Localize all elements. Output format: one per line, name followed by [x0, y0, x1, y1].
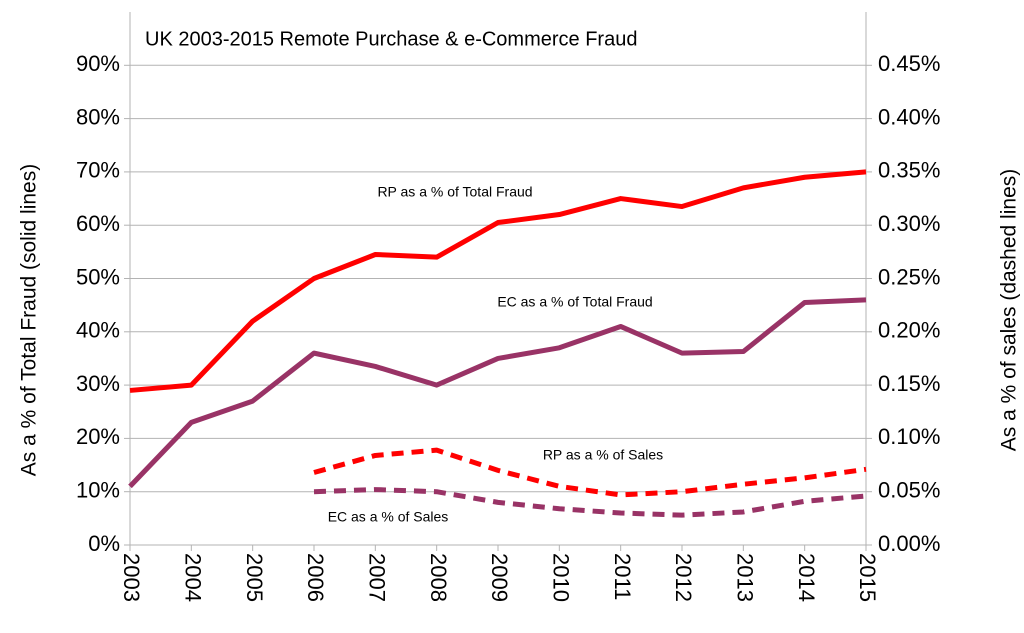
y2-tick-label: 0.30% — [878, 211, 940, 236]
y2-tick-label: 0.15% — [878, 371, 940, 396]
x-tick-label: 2012 — [671, 553, 696, 602]
chart-title: UK 2003-2015 Remote Purchase & e-Commerc… — [145, 28, 637, 50]
x-tick-label: 2007 — [365, 553, 390, 602]
y2-axis-label: As a % of sales (dashed lines) — [998, 169, 1021, 451]
y2-tick-label: 0.45% — [878, 51, 940, 76]
x-tick-label: 2008 — [426, 553, 451, 602]
y2-tick-label: 0.40% — [878, 104, 940, 129]
y-tick-label: 20% — [76, 424, 120, 449]
series-line — [313, 487, 867, 518]
x-tick-label: 2010 — [549, 553, 574, 602]
y-tick-label: 30% — [76, 371, 120, 396]
series-label: RP as a % of Sales — [543, 447, 663, 463]
y-tick-label: 60% — [76, 211, 120, 236]
y-tick-label: 70% — [76, 158, 120, 183]
y2-tick-label: 0.05% — [878, 478, 940, 503]
series-label: EC as a % of Sales — [328, 509, 449, 525]
y-tick-label: 0% — [88, 531, 120, 556]
series-line — [129, 169, 867, 393]
y-axis-label: As a % of Total Fraud (solid lines) — [18, 164, 41, 476]
series-line — [313, 447, 867, 498]
x-tick-label: 2004 — [181, 553, 206, 602]
x-tick-label: 2003 — [119, 553, 144, 602]
x-tick-label: 2015 — [855, 553, 880, 602]
series-label: EC as a % of Total Fraud — [497, 294, 652, 310]
y2-tick-label: 0.20% — [878, 318, 940, 343]
y-tick-label: 50% — [76, 264, 120, 289]
x-tick-label: 2006 — [303, 553, 328, 602]
y-tick-label: 80% — [76, 104, 120, 129]
y-tick-label: 10% — [76, 478, 120, 503]
series-line — [128, 297, 867, 489]
y-tick-label: 40% — [76, 318, 120, 343]
y-tick-label: 90% — [76, 51, 120, 76]
y2-tick-label: 0.35% — [878, 158, 940, 183]
x-tick-label: 2009 — [487, 553, 512, 602]
series-label: RP as a % of Total Fraud — [377, 184, 532, 200]
y2-tick-label: 0.25% — [878, 264, 940, 289]
x-tick-label: 2005 — [242, 553, 267, 602]
x-tick-label: 2011 — [610, 553, 635, 600]
x-tick-label: 2014 — [794, 553, 819, 602]
y2-tick-label: 0.00% — [878, 531, 940, 556]
x-tick-label: 2013 — [733, 553, 758, 602]
y2-tick-label: 0.10% — [878, 424, 940, 449]
